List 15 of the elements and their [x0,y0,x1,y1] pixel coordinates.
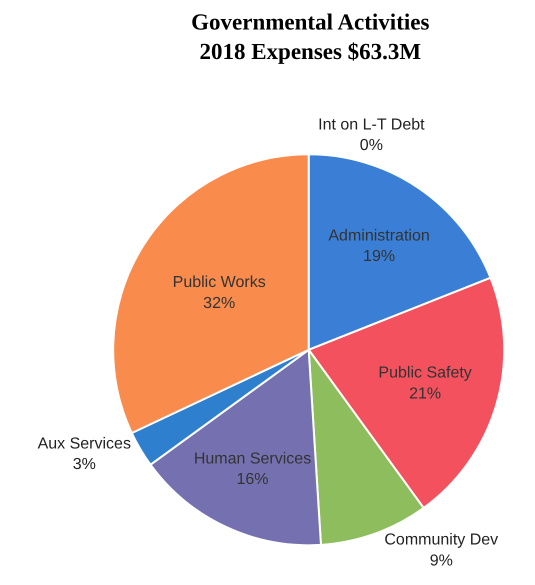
slice-label: Community Dev [384,532,498,549]
category-label: Int on L-T Debt [318,116,425,134]
data-label: 16% [236,471,269,488]
slice-label: Public Works [172,274,266,292]
text: 0% [360,137,383,154]
slice-label: Aux Services [38,435,131,452]
data-label: 21% [409,385,442,402]
slice-label: Public Safety [378,364,472,382]
chart-title: Governmental Activities 2018 Expenses $63.3M [191,9,430,64]
data-label: 32% [203,294,236,312]
slice-label: Human Services [194,450,312,468]
slice-label: Administration [328,227,430,244]
data-label: 9% [430,552,453,570]
data-label: 3% [72,456,96,474]
data-label: 19% [363,248,396,266]
